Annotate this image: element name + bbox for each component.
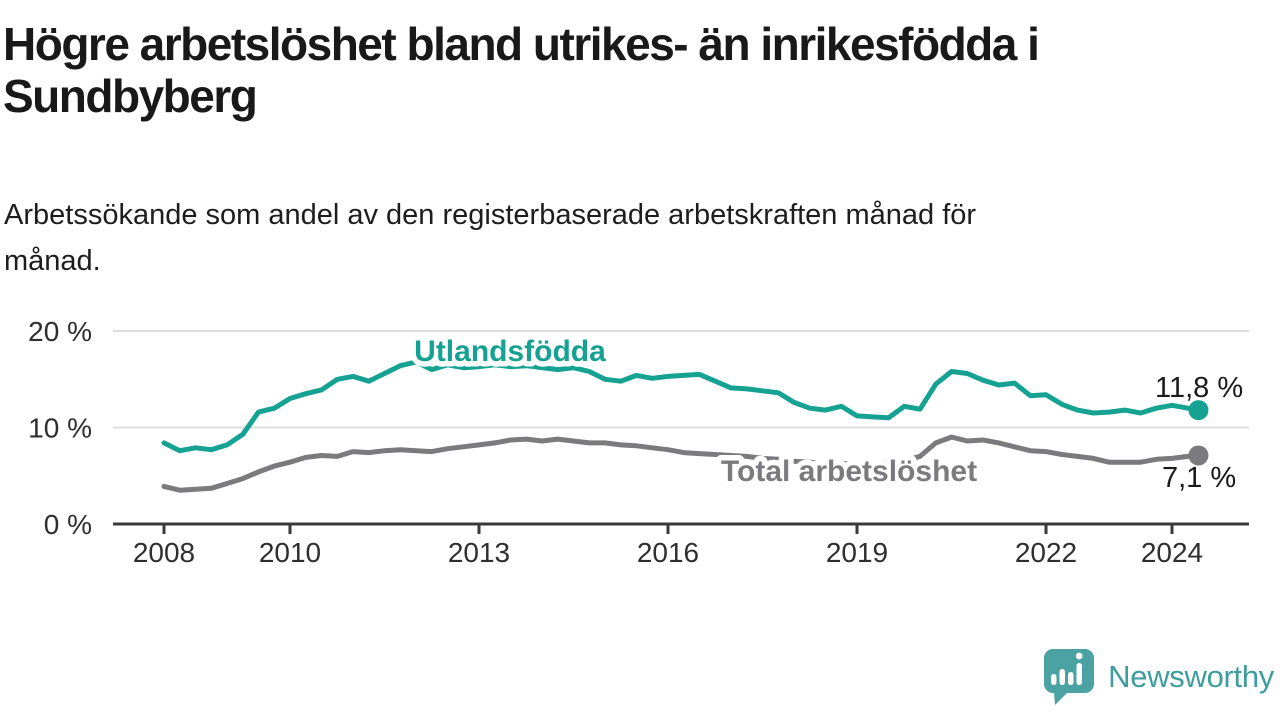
- gridlines-and-y-labels: 0 % 10 % 20 %: [28, 316, 1249, 540]
- newsworthy-logo-icon: [1044, 649, 1095, 705]
- value-label-foreign-born: 11,8 %: [1155, 372, 1243, 404]
- series-line-foreign_born: [161, 359, 1201, 454]
- series-label-total: Total arbetslöshet: [721, 455, 977, 488]
- newsworthy-logo: Newsworthy: [1043, 646, 1274, 708]
- x-axis-tick-label: 2016: [637, 537, 699, 568]
- y-axis-tick-label: 10 %: [28, 413, 92, 444]
- chart-subtitle: Arbetssökande som andel av den registerb…: [4, 199, 977, 277]
- y-axis-tick-label: 0 %: [44, 509, 92, 540]
- x-axis-tick-label: 2008: [133, 537, 195, 568]
- series-line-total: [161, 434, 1201, 493]
- series-endpoint-dot-total: [1188, 445, 1209, 466]
- x-axis-tick-label: 2013: [448, 537, 510, 568]
- line-chart: 0 % 10 % 20 % 2008 2010 2013 2016 2019 2022 2024…: [28, 316, 1249, 568]
- newsworthy-logo-text: Newsworthy: [1108, 659, 1274, 694]
- x-axis-tick-label: 2024: [1141, 537, 1203, 568]
- x-axis: 2008 2010 2013 2016 2019 2022 2024: [113, 522, 1249, 568]
- series-label-foreign-born: Utlandsfödda: [414, 335, 606, 368]
- bar-chart-glyph: [1051, 652, 1083, 685]
- x-axis-tick-label: 2019: [826, 537, 888, 568]
- value-label-total: 7,1 %: [1162, 462, 1236, 494]
- series-endpoint-dot-foreign-born: [1188, 400, 1209, 421]
- x-axis-tick-label: 2022: [1015, 537, 1077, 568]
- chart-title: Högre arbetslöshet bland utrikes- än inr…: [3, 18, 1040, 122]
- x-axis-tick-label: 2010: [259, 537, 321, 568]
- y-axis-tick-label: 20 %: [28, 316, 92, 347]
- series-lines: [161, 359, 1201, 493]
